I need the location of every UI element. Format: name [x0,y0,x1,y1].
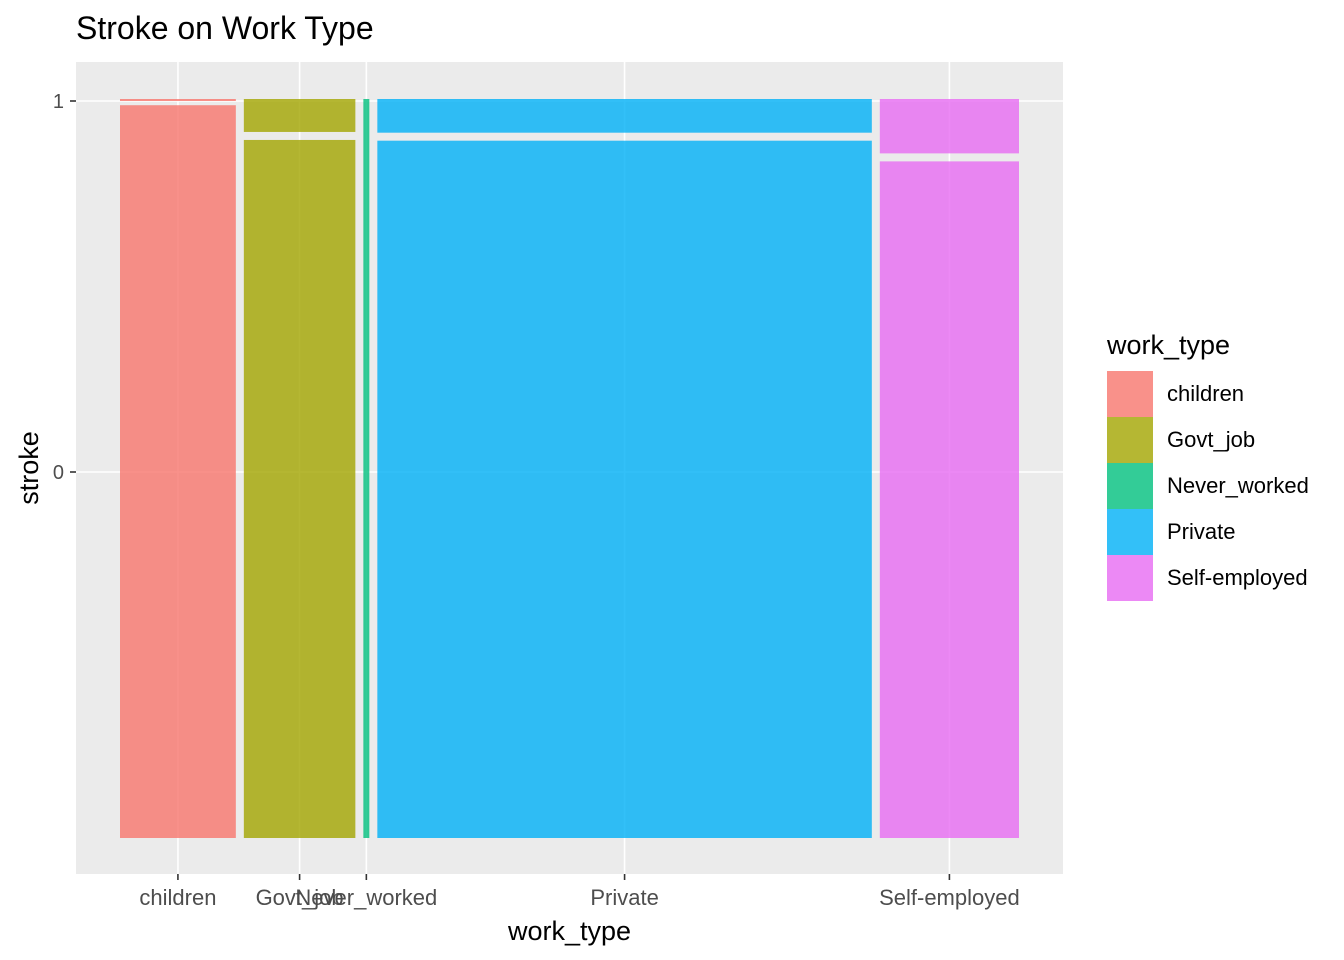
legend-key [1107,371,1153,417]
legend-label: children [1167,381,1245,406]
y-tick-label: 0 [53,462,64,484]
tile-stroke-0 [120,105,236,839]
legend-label: Govt_job [1167,427,1256,452]
x-tick-label: Self-employed [879,885,1020,910]
tile-stroke-0 [879,161,1019,839]
y-axis-title: stroke [14,431,44,505]
legend-label: Self-employed [1167,565,1308,590]
legend-key [1107,509,1153,555]
legend-label: Never_worked [1167,473,1309,498]
tile-stroke-0 [377,140,872,839]
legend-key [1107,417,1153,463]
tile-stroke-1 [120,99,236,101]
legend: work_type children Govt_job Never_worked Pr… [1107,330,1309,601]
legend-item: Govt_job [1107,417,1309,463]
x-tick-label: Never_worked [295,885,437,910]
x-tick-label: Govt_job [256,885,344,910]
legend-key [1107,463,1153,509]
tile-stroke-1 [879,99,1019,154]
chart-title: Stroke on Work Type [76,10,374,46]
legend-items: children Govt_job Never_worked Private Self-… [1107,371,1309,601]
tile-stroke-0 [363,99,370,838]
tile-stroke-0 [243,139,356,838]
legend-label: Private [1167,519,1236,544]
x-tick-label: Private [590,885,658,910]
tile-stroke-1 [243,99,356,132]
legend-title: work_type [1107,330,1231,360]
y-tick-label: 1 [53,91,64,113]
x-axis-title: work_type [507,916,631,946]
tile-stroke-1 [377,99,872,133]
legend-item: Private [1107,509,1309,555]
legend-item: children [1107,371,1309,417]
legend-item: Self-employed [1107,555,1309,601]
legend-item: Never_worked [1107,463,1309,509]
legend-key [1107,555,1153,601]
x-tick-label: children [139,885,216,910]
